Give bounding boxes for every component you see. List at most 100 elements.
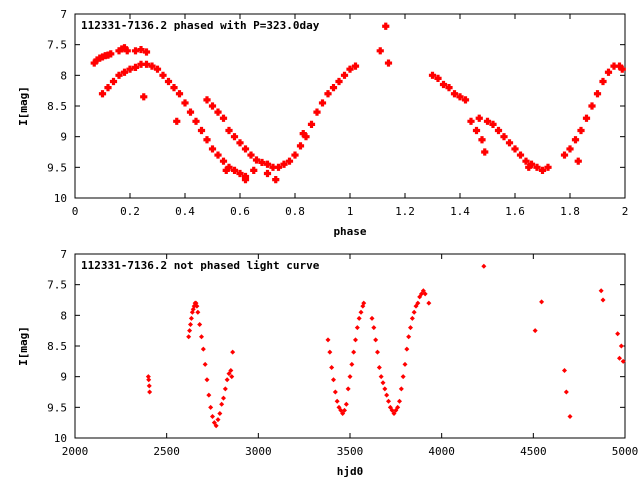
data-point: [241, 172, 250, 181]
data-point: [620, 358, 626, 364]
data-point: [131, 47, 140, 55]
x-tick-label: 1.2: [395, 205, 415, 218]
data-point: [445, 84, 453, 92]
data-point: [483, 117, 492, 125]
data-point: [159, 71, 167, 79]
data-point: [615, 331, 621, 337]
y-tick-label: 9: [60, 371, 67, 384]
data-point: [98, 90, 107, 98]
data-point: [384, 59, 393, 67]
data-point: [354, 325, 360, 331]
data-point: [571, 136, 580, 144]
data-point: [291, 151, 299, 159]
data-point: [461, 96, 470, 104]
data-point: [219, 401, 225, 407]
chart-unphased: 2000 2500 3000 3500 4000 4500 5000 7 7.5 8 8.5 9 9.5…: [17, 248, 638, 478]
data-point: [593, 90, 602, 98]
data-point: [104, 84, 112, 92]
y-tick-label: 8: [60, 309, 67, 322]
data-point: [588, 102, 596, 110]
data-point: [544, 163, 552, 171]
y-tick-label: 7: [60, 8, 67, 21]
data-point: [219, 157, 228, 165]
data-point: [618, 343, 624, 349]
x-tick-label: 3500: [337, 445, 364, 458]
y-tick-label: 9.5: [47, 401, 67, 414]
data-point: [567, 414, 573, 420]
data-point: [324, 90, 332, 98]
data-point: [329, 364, 335, 370]
data-point: [382, 386, 388, 392]
data-point: [318, 99, 327, 107]
data-point: [577, 126, 585, 135]
data-point: [186, 334, 192, 340]
x-tick-label: 4000: [428, 445, 455, 458]
data-point: [434, 74, 442, 82]
data-points: [90, 22, 626, 184]
x-tick-label: 1.8: [560, 205, 580, 218]
data-point: [274, 163, 283, 171]
x-tick-label: 0.4: [175, 205, 195, 218]
data-point: [342, 407, 347, 413]
data-point: [219, 114, 228, 122]
data-point: [532, 328, 538, 334]
data-point: [236, 139, 244, 147]
data-point: [351, 349, 357, 355]
axis-ticks: 2000 2500 3000 3500 4000 4500 5000 7 7.5 8 8.5 9 9.5…: [47, 248, 638, 458]
axis-ticks: 0 0.2 0.4 0.6 0.8 1 1.2 1.4 1.6 1.8 2 7 7.5 8 8.5 9 9.5 1…: [47, 8, 628, 218]
data-point: [375, 349, 380, 355]
data-point: [411, 309, 417, 315]
data-point: [325, 337, 331, 343]
data-point: [475, 114, 483, 122]
x-tick-label: 2000: [62, 445, 89, 458]
data-point: [376, 364, 382, 370]
data-point: [386, 398, 391, 404]
y-tick-label: 10: [54, 192, 67, 205]
data-points: [145, 263, 626, 429]
data-point: [210, 414, 215, 420]
data-point: [263, 169, 272, 178]
y-tick-label: 10: [54, 432, 67, 445]
data-point: [406, 334, 412, 340]
y-tick-label: 9.5: [47, 161, 67, 174]
chart-title: 112331-7136.2 phased with P=323.0day: [81, 19, 320, 32]
data-point: [230, 133, 239, 141]
data-point: [329, 84, 338, 92]
data-point: [415, 300, 421, 306]
data-point: [361, 300, 367, 306]
data-point: [340, 71, 349, 79]
data-point: [214, 108, 222, 116]
data-point: [472, 126, 481, 135]
data-point: [203, 136, 211, 144]
data-point: [422, 291, 428, 297]
data-point: [181, 99, 189, 107]
data-point: [505, 139, 514, 147]
data-point: [313, 108, 321, 116]
x-tick-label: 0.6: [230, 205, 250, 218]
data-point: [142, 48, 151, 56]
data-point: [175, 90, 184, 98]
data-point: [566, 145, 574, 153]
data-point: [307, 120, 316, 128]
x-axis-label: phase: [333, 225, 366, 238]
data-point: [400, 374, 406, 380]
data-point: [604, 68, 613, 76]
data-point: [525, 163, 533, 171]
data-point: [204, 377, 210, 383]
data-point: [188, 322, 193, 328]
data-point: [481, 148, 489, 156]
data-point: [173, 117, 181, 125]
data-point: [599, 77, 607, 86]
data-point: [147, 389, 153, 395]
data-point: [146, 377, 152, 383]
data-point: [215, 417, 221, 423]
data-point: [188, 315, 194, 321]
data-point: [332, 389, 338, 395]
data-point: [538, 166, 547, 174]
data-point: [351, 62, 360, 70]
data-point: [428, 71, 437, 79]
data-point: [563, 389, 569, 395]
data-point: [197, 126, 206, 135]
data-point: [225, 126, 233, 135]
